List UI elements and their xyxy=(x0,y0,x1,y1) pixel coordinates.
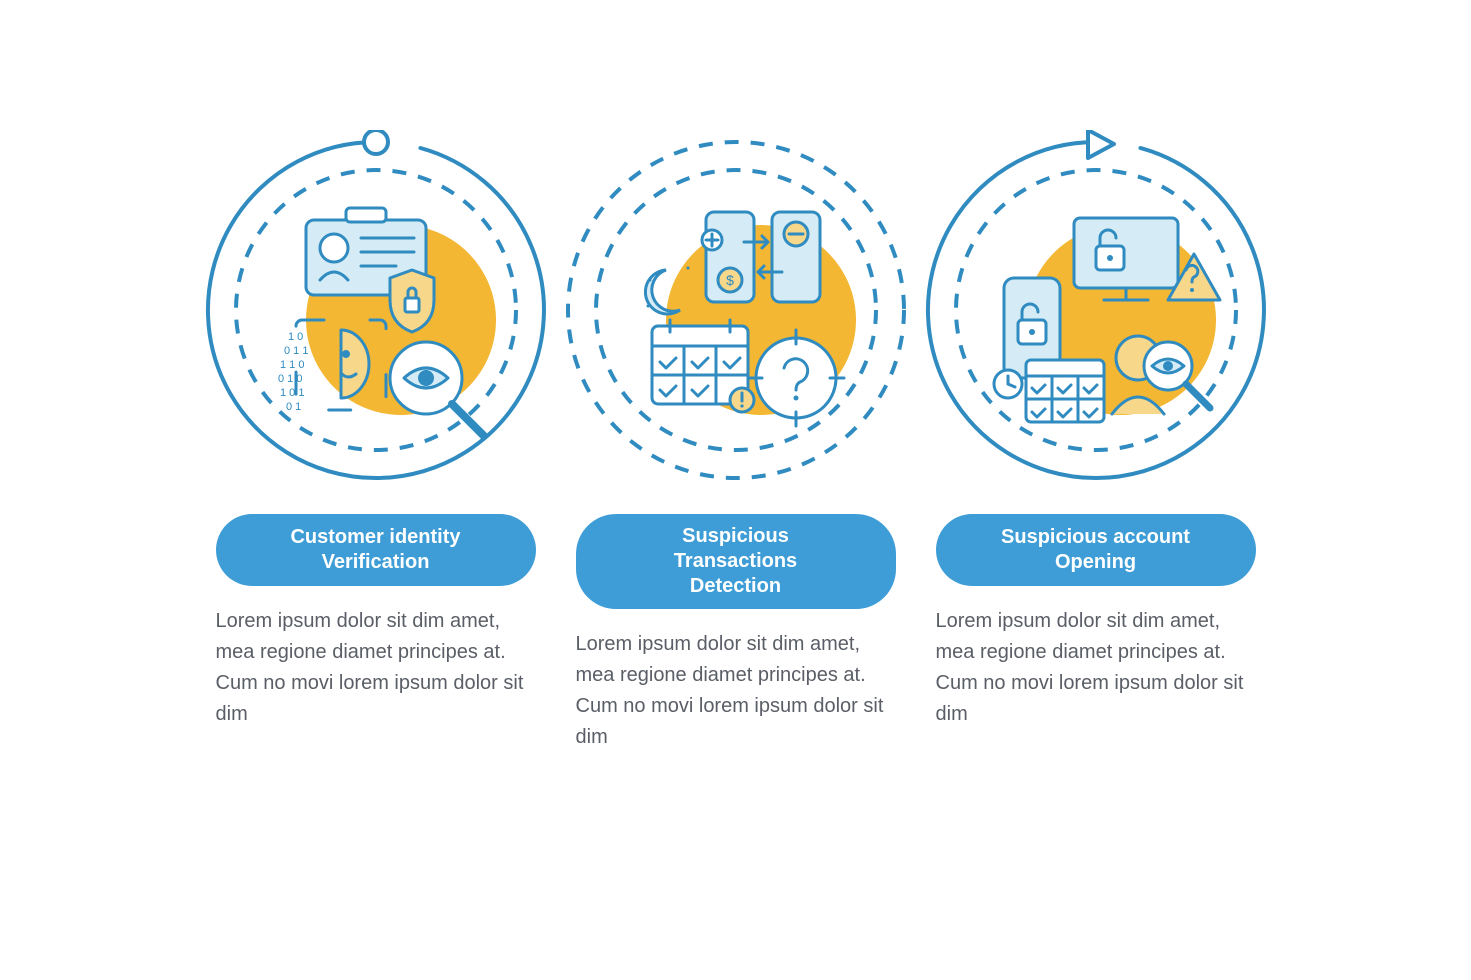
svg-text:0 1 0: 0 1 0 xyxy=(278,373,302,385)
infographic-row: 1 0 0 1 1 1 1 0 0 1 0 1 0 1 0 1 xyxy=(0,130,1471,753)
svg-text:0 1 1: 0 1 1 xyxy=(284,345,308,357)
step-transactions-title-1: Suspicious xyxy=(682,525,789,547)
svg-text:0 1: 0 1 xyxy=(286,401,301,413)
step-account-pill: Suspicious account Opening xyxy=(936,514,1256,586)
step-transactions-circle: $ xyxy=(556,130,916,490)
step-account: Suspicious account Opening Lorem ipsum d… xyxy=(916,130,1276,753)
svg-text:1 0 1: 1 0 1 xyxy=(280,387,304,399)
step-identity-desc: Lorem ipsum dolor sit dim amet, mea regi… xyxy=(216,606,536,730)
step-transactions-title-3: Detection xyxy=(690,575,781,597)
step-identity: 1 0 0 1 1 1 1 0 0 1 0 1 0 1 0 1 xyxy=(196,130,556,753)
step-transactions-desc: Lorem ipsum dolor sit dim amet, mea regi… xyxy=(576,629,896,753)
svg-text:1 1 0: 1 1 0 xyxy=(280,359,304,371)
step-transactions-title-2: Transactions xyxy=(674,550,797,572)
step-identity-pill: Customer identity Verification xyxy=(216,514,536,586)
step-account-title-1: Suspicious account xyxy=(1001,526,1190,548)
step-identity-title-2: Verification xyxy=(322,551,430,573)
step-account-circle xyxy=(916,130,1276,490)
step-identity-title-1: Customer identity xyxy=(290,526,460,548)
step-account-desc: Lorem ipsum dolor sit dim amet, mea regi… xyxy=(936,606,1256,730)
svg-text:$: $ xyxy=(726,272,734,288)
step-account-title-2: Opening xyxy=(1055,551,1136,573)
infographic-stage: 1 0 0 1 1 1 1 0 0 1 0 1 0 1 0 1 xyxy=(0,0,1471,980)
svg-text:1 0: 1 0 xyxy=(288,331,303,343)
step-transactions-pill: Suspicious Transactions Detection xyxy=(576,514,896,609)
step-transactions: $ xyxy=(556,130,916,753)
step-identity-circle: 1 0 0 1 1 1 1 0 0 1 0 1 0 1 0 1 xyxy=(196,130,556,490)
